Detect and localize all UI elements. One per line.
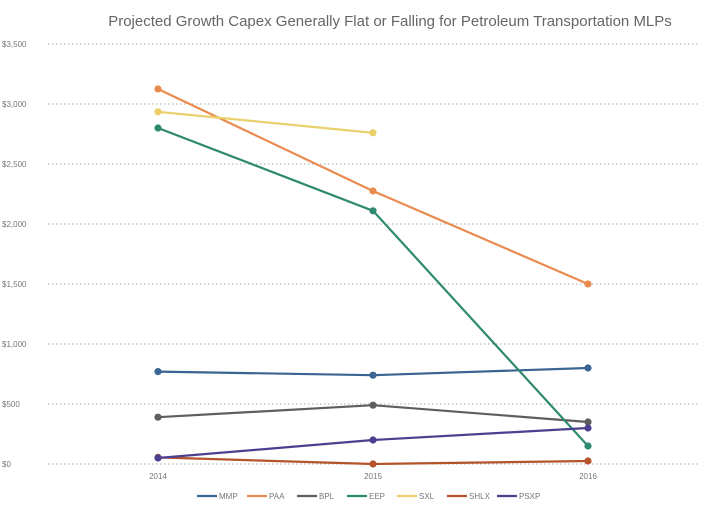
legend-label: MMP bbox=[219, 492, 238, 501]
legend-item-mmp: MMP bbox=[197, 492, 238, 501]
legend-label: EEP bbox=[369, 492, 385, 501]
series-paa bbox=[154, 85, 592, 288]
data-point bbox=[369, 371, 377, 379]
legend-label: BPL bbox=[319, 492, 335, 501]
legend-item-bpl: BPL bbox=[297, 492, 335, 501]
data-point bbox=[369, 187, 377, 195]
y-tick-label: $0 bbox=[2, 460, 11, 469]
series-line bbox=[157, 126, 589, 447]
data-point bbox=[369, 460, 377, 468]
data-point bbox=[154, 124, 162, 132]
legend-label: PAA bbox=[269, 492, 285, 501]
legend-label: SXL bbox=[419, 492, 435, 501]
legend-item-eep: EEP bbox=[347, 492, 385, 501]
data-point bbox=[584, 424, 592, 432]
y-tick-label: $1,500 bbox=[2, 280, 27, 289]
y-tick-label: $2,000 bbox=[2, 220, 27, 229]
x-tick-label: 2014 bbox=[149, 472, 167, 481]
legend-item-shlx: SHLX bbox=[447, 492, 491, 501]
legend-item-paa: PAA bbox=[247, 492, 285, 501]
data-point bbox=[369, 401, 377, 409]
series-sxl bbox=[154, 108, 377, 137]
y-tick-label: $3,500 bbox=[2, 40, 27, 49]
data-point bbox=[154, 454, 162, 462]
data-point bbox=[369, 129, 377, 137]
data-point bbox=[369, 207, 377, 215]
legend-label: SHLX bbox=[469, 492, 491, 501]
series-mmp bbox=[154, 364, 592, 379]
y-tick-label: $1,000 bbox=[2, 340, 27, 349]
legend-item-sxl: SXL bbox=[397, 492, 435, 501]
data-point bbox=[584, 442, 592, 450]
series-psxp bbox=[154, 424, 592, 462]
data-point bbox=[154, 85, 162, 93]
legend-label: PSXP bbox=[519, 492, 540, 501]
x-tick-label: 2015 bbox=[364, 472, 382, 481]
data-point bbox=[584, 364, 592, 372]
data-point bbox=[584, 457, 592, 465]
y-tick-label: $500 bbox=[2, 400, 20, 409]
data-point bbox=[154, 108, 162, 116]
y-tick-label: $3,000 bbox=[2, 100, 27, 109]
data-point bbox=[154, 368, 162, 376]
data-point bbox=[154, 413, 162, 421]
x-tick-label: 2016 bbox=[579, 472, 597, 481]
series-bpl bbox=[154, 401, 592, 426]
data-point bbox=[369, 436, 377, 444]
y-tick-label: $2,500 bbox=[2, 160, 27, 169]
legend-item-psxp: PSXP bbox=[497, 492, 540, 501]
data-point bbox=[584, 418, 592, 426]
chart-title: Projected Growth Capex Generally Flat or… bbox=[108, 13, 672, 30]
data-point bbox=[584, 280, 592, 288]
series-eep bbox=[154, 124, 592, 450]
series-shlx bbox=[154, 453, 592, 468]
series-line bbox=[157, 110, 374, 134]
